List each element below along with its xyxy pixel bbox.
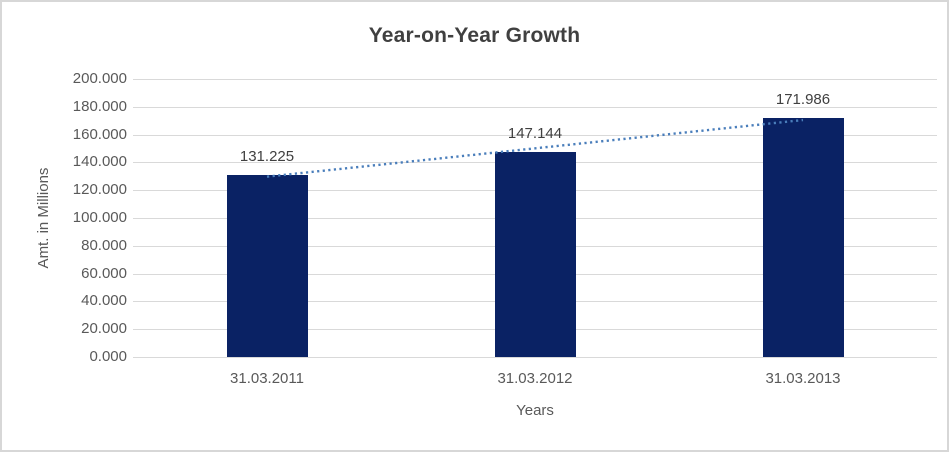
data-label: 171.986 [775,91,831,108]
x-axis-title: Years [516,402,554,419]
y-tick-label: 60.000 [81,265,127,282]
gridline [133,79,937,80]
data-label: 147.144 [507,125,563,142]
y-tick-label: 160.000 [72,126,127,143]
y-tick-label: 140.000 [72,153,127,170]
gridline [133,107,937,108]
data-label: 131.225 [239,148,295,165]
x-tick-label: 31.03.2011 [230,370,304,387]
x-tick-label: 31.03.2013 [765,370,841,387]
gridline [133,135,937,136]
bar [763,118,844,357]
y-tick-label: 20.000 [81,320,127,337]
y-tick-label: 200.000 [72,70,127,87]
chart-title: Year-on-Year Growth [368,24,581,47]
y-tick-label: 100.000 [72,209,127,226]
y-tick-label: 180.000 [72,98,127,115]
bar [495,152,576,357]
y-tick-label: 120.000 [72,181,127,198]
plot-area: 131.225 147.144 171.986 [133,79,937,358]
gridline [133,357,937,358]
y-tick-label: 0.000 [89,348,127,365]
y-tick-label: 80.000 [81,237,127,254]
x-tick-label: 31.03.2012 [497,370,573,387]
trendline-path [266,118,804,178]
y-tick-label: 40.000 [81,292,127,309]
bar [227,175,308,357]
trendline [266,118,804,178]
